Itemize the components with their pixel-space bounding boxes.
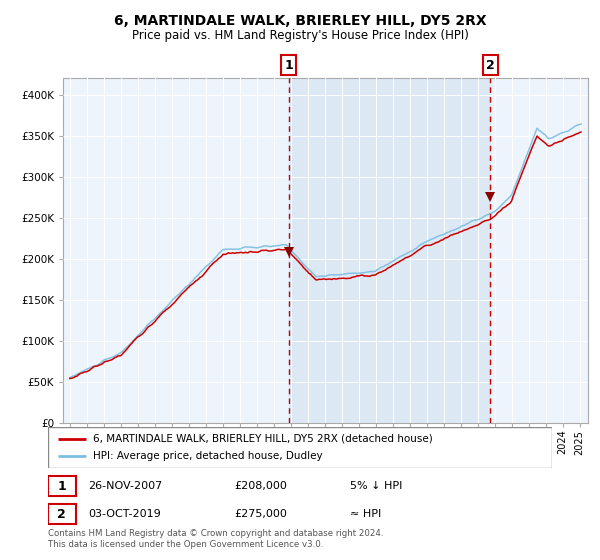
Text: 1: 1 bbox=[57, 479, 66, 493]
Text: 2: 2 bbox=[486, 58, 494, 72]
Text: £208,000: £208,000 bbox=[235, 481, 287, 491]
Text: Price paid vs. HM Land Registry's House Price Index (HPI): Price paid vs. HM Land Registry's House … bbox=[131, 29, 469, 42]
Text: HPI: Average price, detached house, Dudley: HPI: Average price, detached house, Dudl… bbox=[94, 451, 323, 461]
FancyBboxPatch shape bbox=[48, 504, 76, 524]
Text: 6, MARTINDALE WALK, BRIERLEY HILL, DY5 2RX: 6, MARTINDALE WALK, BRIERLEY HILL, DY5 2… bbox=[113, 14, 487, 28]
Text: 26-NOV-2007: 26-NOV-2007 bbox=[88, 481, 163, 491]
Text: £275,000: £275,000 bbox=[235, 509, 287, 519]
Text: 03-OCT-2019: 03-OCT-2019 bbox=[88, 509, 161, 519]
Text: ≈ HPI: ≈ HPI bbox=[350, 509, 382, 519]
Text: 5% ↓ HPI: 5% ↓ HPI bbox=[350, 481, 403, 491]
Bar bbox=[289, 78, 490, 423]
Text: 1: 1 bbox=[284, 58, 293, 72]
FancyBboxPatch shape bbox=[48, 476, 76, 496]
Text: 6, MARTINDALE WALK, BRIERLEY HILL, DY5 2RX (detached house): 6, MARTINDALE WALK, BRIERLEY HILL, DY5 2… bbox=[94, 433, 433, 444]
Text: Contains HM Land Registry data © Crown copyright and database right 2024.
This d: Contains HM Land Registry data © Crown c… bbox=[48, 529, 383, 549]
Text: 2: 2 bbox=[57, 507, 66, 521]
